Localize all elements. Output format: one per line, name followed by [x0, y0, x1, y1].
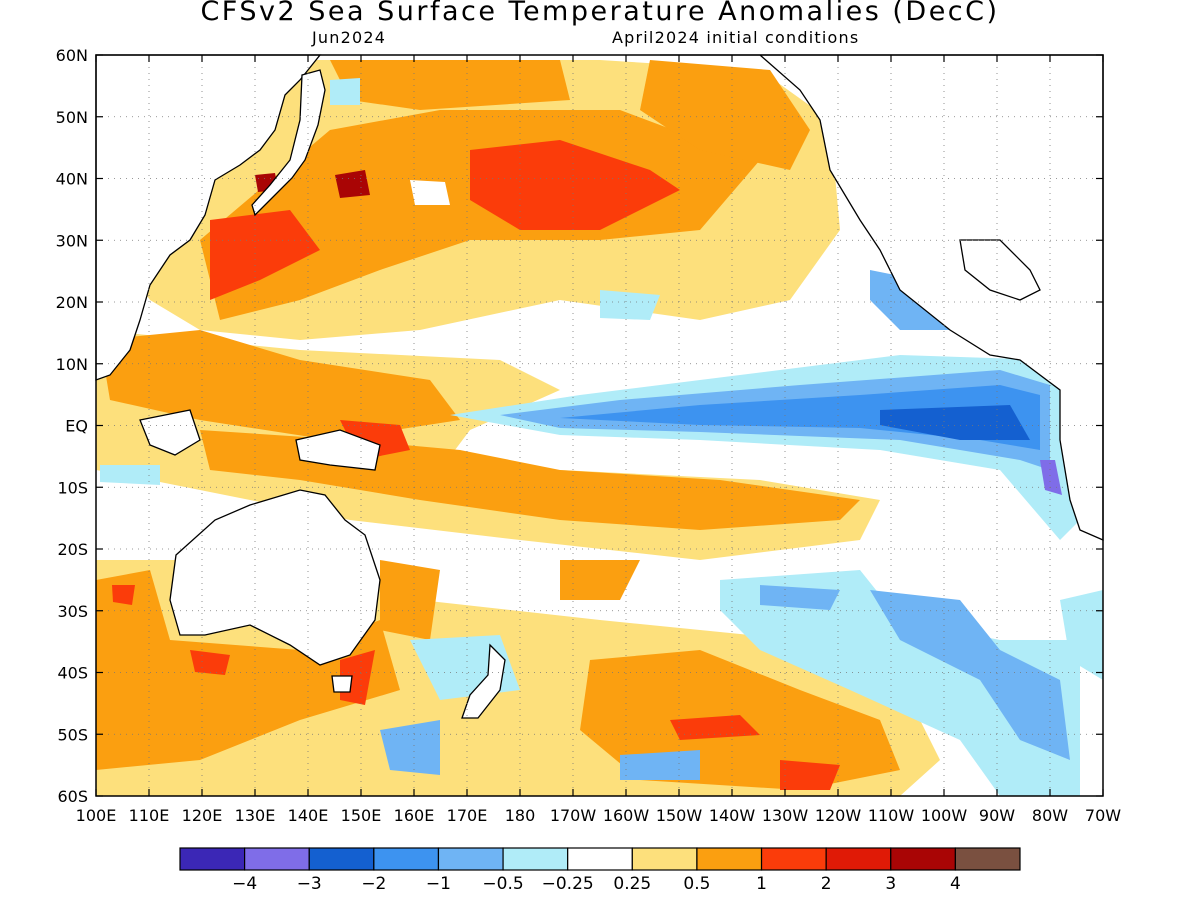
colorbar-label: −3	[297, 874, 322, 894]
australia	[169, 489, 381, 666]
colorbar-swatch	[696, 847, 763, 871]
colorbar-label: −2	[361, 874, 386, 894]
borneo	[139, 409, 201, 456]
colorbar-label: 0.5	[683, 874, 710, 894]
colorbar-label: 4	[950, 874, 961, 894]
colorbar-label: −4	[232, 874, 257, 894]
tasmania	[331, 675, 353, 693]
colorbar-label: −0.25	[542, 874, 594, 894]
latitude-label: 40N	[56, 170, 88, 189]
colorbar-swatch	[631, 847, 698, 871]
colorbar-label: 2	[821, 874, 832, 894]
longitude-label: 100E	[76, 806, 117, 825]
longitude-labels: 100E 110E 120E 130E 140E 150E 160E 170E 180 170W 1…	[76, 806, 1122, 825]
latitude-label: 20S	[57, 540, 88, 559]
longitude-label: 140W	[709, 806, 756, 825]
colorbar-swatch	[244, 847, 310, 871]
colorbar-label: 1	[756, 874, 767, 894]
map-title: CFSv2 Sea Surface Temperature Anomalies …	[200, 0, 1000, 27]
latitude-label: 60N	[56, 46, 88, 65]
colorbar-swatch	[308, 847, 375, 871]
longitude-label: 120E	[182, 806, 223, 825]
initial-conditions: April2024 initial conditions	[612, 28, 860, 47]
longitude-label: 70W	[1085, 806, 1121, 825]
longitude-label: 160W	[603, 806, 650, 825]
longitude-label: 160E	[394, 806, 435, 825]
new-zealand	[461, 643, 506, 719]
japan	[251, 69, 326, 217]
colorbar-swatch	[437, 847, 504, 871]
coastlines	[95, 54, 1104, 719]
cool-anomaly-regions	[100, 78, 1103, 796]
colorbar	[179, 847, 1021, 871]
colorbar-swatch	[373, 847, 440, 871]
longitude-label: 100W	[921, 806, 968, 825]
colorbar-swatch	[825, 847, 892, 871]
longitude-label: 170W	[550, 806, 597, 825]
forecast-month: Jun2024	[312, 28, 387, 47]
latitude-label: 50S	[57, 725, 88, 744]
colorbar-swatch	[179, 847, 246, 871]
gulf-of-mexico-coast	[959, 239, 1041, 301]
longitude-label: 90W	[979, 806, 1015, 825]
colorbar-label: 3	[885, 874, 896, 894]
longitude-label: 110E	[129, 806, 170, 825]
latitude-label: 50N	[56, 108, 88, 127]
colorbar-swatch	[502, 847, 569, 871]
colorbar-label: −0.5	[482, 874, 523, 894]
longitude-label: 150W	[656, 806, 703, 825]
latitude-label: 10S	[57, 478, 88, 497]
colorbar-label: 0.25	[613, 874, 651, 894]
colorbar-swatch	[567, 847, 633, 871]
longitude-label: 180	[505, 806, 536, 825]
colorbar-swatch	[890, 847, 956, 871]
latitude-label: 10N	[56, 355, 88, 374]
americas-landmass	[660, 54, 1104, 541]
latitude-label: EQ	[65, 417, 88, 436]
colorbar-label: −1	[426, 874, 451, 894]
latitude-label: 30N	[56, 231, 88, 250]
latitude-label: 60S	[57, 787, 88, 806]
colorbar-swatch	[954, 847, 1021, 871]
longitude-label: 130E	[235, 806, 276, 825]
latitude-label: 30S	[57, 602, 88, 621]
longitude-label: 170E	[447, 806, 488, 825]
new-guinea	[295, 429, 381, 471]
longitude-label: 80W	[1032, 806, 1068, 825]
longitude-label: 120W	[815, 806, 862, 825]
asia-landmass	[95, 54, 322, 381]
longitude-label: 110W	[868, 806, 915, 825]
axis-ticks	[95, 54, 1104, 797]
longitude-label: 130W	[762, 806, 809, 825]
longitude-label: 140E	[288, 806, 329, 825]
latitude-label: 40S	[57, 664, 88, 683]
colorbar-labels: −4 −3 −2 −1 −0.5 −0.25 0.25 0.5 1 2 3 4	[232, 874, 961, 894]
longitude-label: 150E	[341, 806, 382, 825]
latitude-label: 20N	[56, 293, 88, 312]
latitude-labels: 60N 50N 40N 30N 20N 10N EQ 10S 20S 30S 40S 50S 60S	[56, 46, 88, 806]
colorbar-swatch	[760, 847, 827, 871]
